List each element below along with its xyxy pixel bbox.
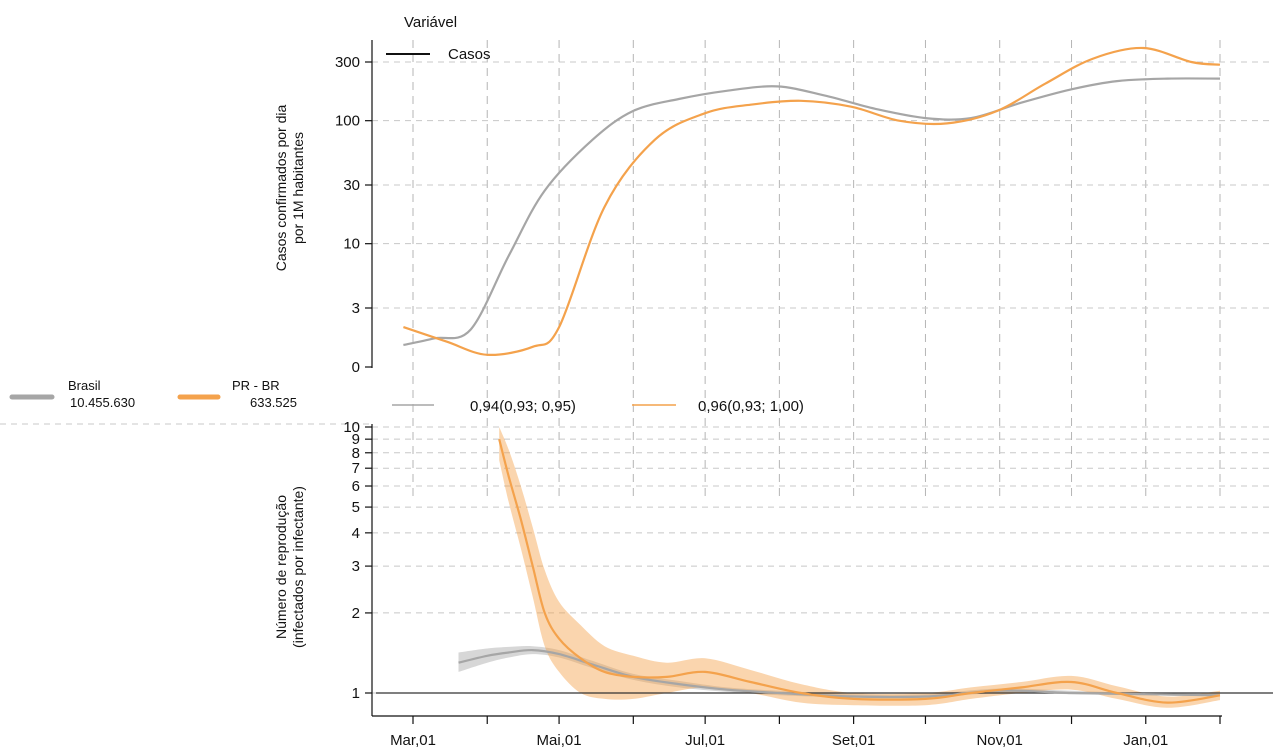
top-y-tick-label: 10 (343, 236, 360, 253)
x-tick-label: Nov,01 (976, 732, 1022, 749)
legend-prbr-name: PR - BR (232, 378, 280, 393)
bottom-y-tick-label: 6 (352, 478, 360, 495)
top-y-tick-label: 30 (343, 177, 360, 194)
bottom-y-tick-label: 5 (352, 499, 360, 516)
top-y-tick-label: 100 (335, 113, 360, 130)
bottom-ylabel-line1: Número de reprodução (273, 495, 289, 639)
rt-line-brasil (458, 648, 1221, 699)
bottom-y-tick-label: 2 (352, 605, 360, 622)
confidence-bands (458, 427, 1220, 708)
bottom-y-tick-label: 4 (352, 525, 360, 542)
bottom-y-tick-label: 8 (352, 445, 360, 462)
top-ylabel-line2: por 1M habitantes (290, 132, 306, 244)
x-tick-label: Jan,01 (1123, 732, 1168, 749)
top-ylabel-line1: Casos confirmados por dia (273, 105, 289, 272)
top-y-tick-label: 3 (352, 300, 360, 317)
series-lines (376, 46, 1273, 704)
cases-line-brasil (403, 77, 1221, 347)
rt-line-pr-br (498, 438, 1221, 704)
x-tick-label: Mai,01 (537, 732, 582, 749)
bottom-y-tick-label: 7 (352, 460, 360, 477)
bottom-y-tick-label: 1 (352, 685, 360, 702)
top-y-tick-label: 300 (335, 54, 360, 71)
bottom-y-tick-label: 10 (343, 419, 360, 436)
rt-band-pr-br (499, 427, 1220, 708)
legend-prbr-count: 633.525 (250, 395, 297, 410)
legend-brasil-name: Brasil (68, 378, 101, 393)
bottom-ylabel-line2: (infectados por infectante) (290, 486, 306, 648)
legend-brasil-count: 10.455.630 (70, 395, 135, 410)
rt-legend-prbr-label: 0,96(0,93; 1,00) (698, 398, 804, 415)
grid (0, 40, 1273, 694)
bottom-y-tick-label: 9 (352, 431, 360, 448)
top-legend-title: Variável (404, 14, 457, 31)
x-tick-label: Jul,01 (685, 732, 725, 749)
rt-legend-brasil-label: 0,94(0,93; 0,95) (470, 398, 576, 415)
top-y-tick-label: 0 (352, 359, 360, 376)
bottom-y-tick-label: 3 (352, 558, 360, 575)
x-tick-label: Set,01 (832, 732, 875, 749)
cases-line-pr-br (403, 46, 1221, 356)
x-tick-label: Mar,01 (390, 732, 436, 749)
top-legend-label: Casos (448, 46, 491, 63)
